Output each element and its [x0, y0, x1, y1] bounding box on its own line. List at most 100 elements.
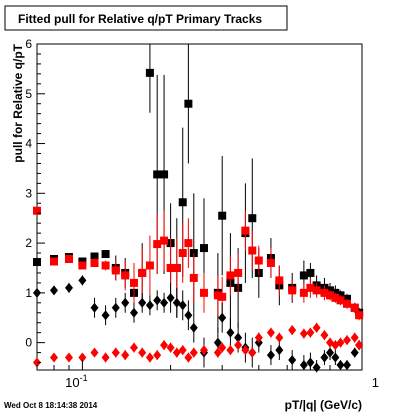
data-point-diamond [64, 282, 73, 293]
data-point-square [226, 271, 235, 280]
data-point-diamond [166, 342, 175, 353]
data-point-square [49, 257, 58, 266]
data-point-square [145, 261, 154, 270]
data-point-square [166, 263, 175, 272]
data-point-diamond [160, 340, 169, 351]
data-point-diamond [266, 350, 275, 361]
data-point-diamond [153, 295, 162, 306]
data-point-square [266, 258, 275, 267]
data-point-diamond [336, 360, 345, 371]
data-point-diamond [266, 327, 275, 338]
data-point-diamond [213, 347, 222, 358]
data-point-diamond [178, 300, 187, 311]
data-point-square [189, 273, 198, 282]
data-point-diamond [288, 355, 297, 366]
data-point-diamond [226, 345, 235, 356]
data-point-square [320, 288, 329, 297]
data-point-diamond [189, 322, 198, 333]
data-point-square [184, 99, 193, 108]
data-point-diamond [336, 337, 345, 348]
data-point-diamond [49, 285, 58, 296]
data-point-diamond [199, 345, 208, 356]
data-point-square [355, 311, 364, 320]
data-point-diamond [101, 310, 110, 321]
data-point-square [64, 255, 73, 264]
data-point-diamond [78, 275, 87, 286]
data-point-square [299, 271, 308, 280]
data-point-square [288, 286, 297, 295]
data-point-diamond [299, 360, 308, 371]
data-point-diamond [138, 297, 147, 308]
data-point-diamond [78, 352, 87, 363]
x-tick-label: 1 [372, 375, 379, 390]
data-point-square [218, 292, 227, 301]
data-point-diamond [312, 322, 321, 333]
data-point-square [189, 249, 198, 258]
data-point-diamond [121, 297, 130, 308]
data-point-square [153, 240, 162, 249]
data-point-square [331, 293, 340, 302]
plot-frame [36, 43, 363, 371]
data-point-square [78, 261, 87, 270]
data-point-square [213, 291, 222, 300]
y-tick-label: 0 [25, 336, 32, 350]
data-point-diamond [129, 342, 138, 353]
data-point-square [218, 211, 227, 220]
data-point-diamond [312, 362, 321, 373]
data-point-diamond [320, 330, 329, 341]
data-point-diamond [306, 327, 315, 338]
data-point-diamond [111, 302, 120, 313]
data-point-square [199, 244, 208, 253]
data-point-square [178, 198, 187, 207]
y-tick-label: 5 [25, 87, 32, 101]
y-tick-label: 1 [25, 286, 32, 300]
data-point-square [153, 170, 162, 179]
data-point-diamond [299, 328, 308, 339]
data-point-diamond [145, 352, 154, 363]
data-point-diamond [254, 332, 263, 343]
data-point-diamond [111, 347, 120, 358]
data-point-square [138, 268, 147, 277]
data-point-square [33, 206, 41, 215]
data-point-square [184, 239, 193, 248]
data-point-diamond [49, 352, 58, 363]
data-point-diamond [320, 352, 329, 363]
data-point-square [160, 236, 169, 245]
data-point-diamond [226, 327, 235, 338]
data-point-square [178, 249, 187, 258]
data-point-square [241, 226, 250, 235]
data-point-diamond [166, 292, 175, 303]
data-point-square [306, 283, 315, 292]
x-axis-label: pT/|q| (GeV/c) [285, 398, 362, 412]
data-point-diamond [101, 352, 110, 363]
data-point-square [350, 303, 359, 312]
data-point-diamond [145, 300, 154, 311]
data-point-square [306, 268, 315, 277]
data-point-diamond [90, 347, 99, 358]
data-point-diamond [275, 345, 284, 356]
data-point-square [172, 263, 181, 272]
data-point-diamond [241, 345, 250, 356]
data-point-diamond [234, 340, 243, 351]
data-point-square [326, 291, 335, 300]
data-point-square [129, 278, 138, 287]
data-point-square [312, 286, 321, 295]
data-point-diamond [178, 345, 187, 356]
data-point-diamond [343, 335, 352, 346]
data-point-diamond [306, 357, 315, 368]
data-point-diamond [138, 347, 147, 358]
data-point-square [90, 258, 99, 267]
data-point-square [101, 261, 110, 270]
data-point-diamond [350, 347, 359, 358]
data-point-square [299, 288, 308, 297]
data-point-diamond [234, 332, 243, 343]
data-point-square [248, 214, 257, 223]
data-point-square [160, 170, 169, 179]
data-point-square [90, 252, 99, 261]
data-point-square [101, 250, 110, 259]
data-point-diamond [64, 352, 73, 363]
y-axis-label: pull for Relative q/pT [11, 43, 25, 162]
data-point-diamond [121, 350, 130, 361]
